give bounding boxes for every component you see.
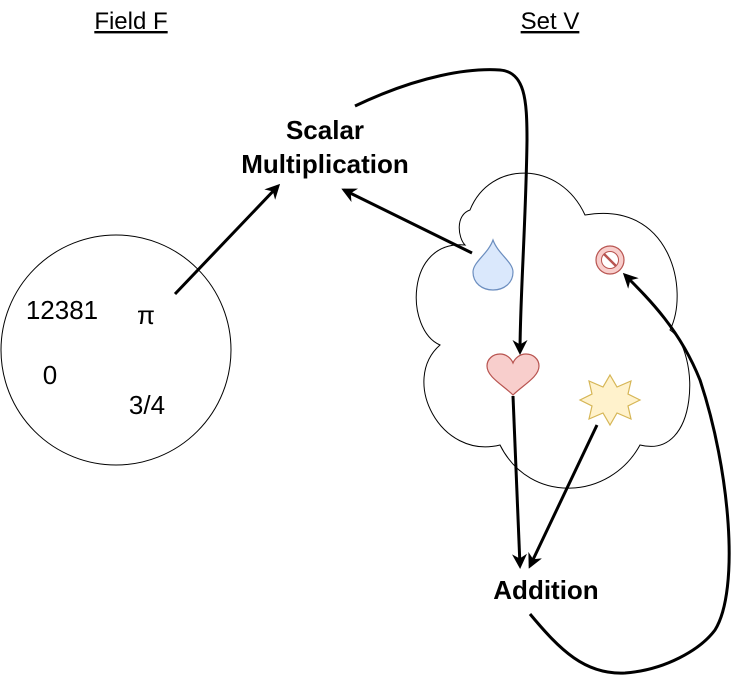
heart-icon bbox=[486, 353, 540, 396]
star-burst-icon bbox=[578, 373, 642, 427]
edge-addition-to-no-entry bbox=[528, 272, 731, 675]
field-element-three-quarters: 3/4 bbox=[129, 390, 165, 420]
edge-scalar-to-heart bbox=[354, 68, 529, 355]
addition-label: Addition bbox=[493, 575, 598, 605]
edge-field-to-scalar bbox=[173, 183, 281, 296]
edge-heart-to-addition bbox=[511, 395, 527, 569]
field-element-12381: 12381 bbox=[26, 295, 98, 325]
field-circle bbox=[0, 234, 232, 466]
edge-drop-to-scalar bbox=[341, 188, 473, 255]
field-title: Field F bbox=[94, 8, 167, 35]
set-cloud bbox=[415, 172, 691, 489]
edge-star-to-addition bbox=[528, 424, 599, 569]
drop-icon bbox=[472, 238, 514, 291]
scalar-multiplication-label-line2: Multiplication bbox=[241, 149, 409, 179]
scalar-multiplication-label-line1: Scalar bbox=[286, 115, 364, 145]
set-title: Set V bbox=[521, 8, 580, 35]
field-element-pi: π bbox=[137, 300, 155, 330]
no-entry-icon bbox=[595, 245, 625, 275]
field-element-zero: 0 bbox=[43, 360, 57, 390]
